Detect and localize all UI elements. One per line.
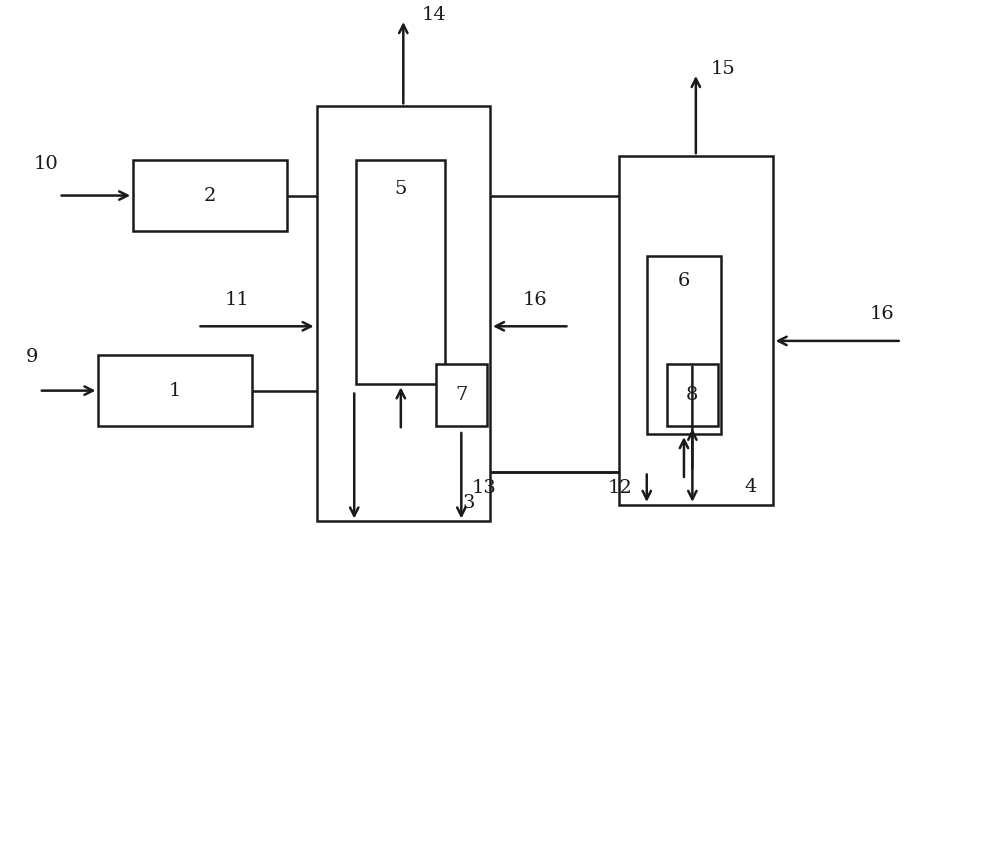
Text: 7: 7	[455, 386, 468, 404]
Text: 14: 14	[421, 6, 446, 24]
Text: 10: 10	[33, 155, 58, 173]
Text: 2: 2	[204, 187, 216, 204]
Bar	[98, 356, 252, 426]
Text: 13: 13	[471, 479, 496, 497]
Text: 15: 15	[711, 60, 735, 78]
Bar	[356, 161, 445, 384]
Bar	[436, 363, 487, 426]
Text: 5: 5	[395, 180, 407, 198]
Text: 3: 3	[462, 495, 475, 512]
Text: 12: 12	[607, 479, 632, 497]
Text: 6: 6	[678, 272, 690, 289]
Text: 11: 11	[225, 291, 250, 309]
Bar	[667, 363, 718, 426]
Text: 8: 8	[686, 386, 699, 404]
Bar	[647, 256, 721, 434]
Bar	[133, 161, 287, 230]
Bar	[317, 106, 490, 521]
Bar	[619, 156, 773, 505]
Text: 4: 4	[745, 478, 757, 495]
Text: 1: 1	[169, 382, 181, 399]
Text: 9: 9	[26, 348, 38, 367]
Text: 16: 16	[870, 305, 895, 323]
Text: 16: 16	[523, 291, 548, 309]
